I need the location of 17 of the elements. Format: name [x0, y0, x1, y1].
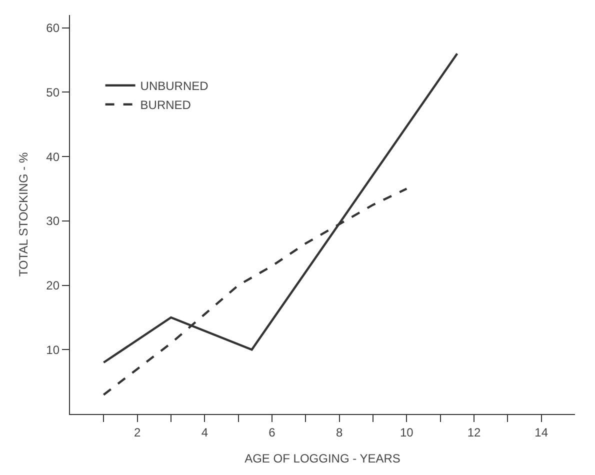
x-tick-label: 4 — [201, 426, 208, 440]
y-tick-label: 50 — [46, 85, 60, 100]
y-tick-label: 20 — [46, 278, 60, 292]
y-tick-label: 30 — [46, 214, 60, 228]
y-axis-title: TOTAL STOCKING - % — [16, 152, 30, 277]
x-tick-label: 8 — [336, 426, 343, 440]
legend-label: BURNED — [140, 98, 192, 112]
x-tick-label: 10 — [400, 426, 414, 440]
x-tick-label: 12 — [467, 426, 481, 440]
y-tick-label: 10 — [46, 342, 60, 357]
x-tick-label: 6 — [268, 426, 276, 440]
x-tick-label: 14 — [534, 426, 548, 440]
legend-label: UNBURNED — [140, 79, 209, 94]
x-tick-label: 2 — [134, 426, 141, 440]
x-axis-title: AGE OF LOGGING - YEARS — [244, 451, 400, 466]
y-tick-label: 60 — [46, 21, 60, 36]
y-tick-label: 40 — [46, 150, 60, 164]
